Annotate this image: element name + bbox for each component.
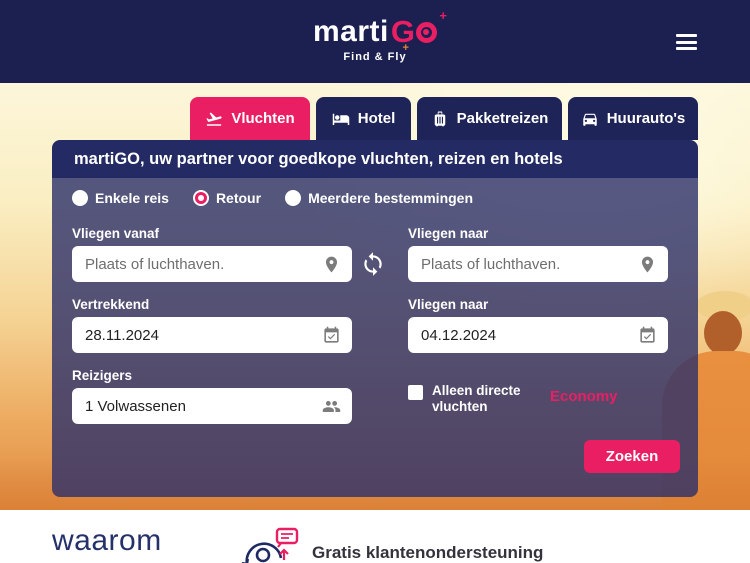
direct-flights-checkbox-row[interactable]: Alleen directe vluchten	[408, 383, 540, 415]
radio-enkele-reis[interactable]: Enkele reis	[72, 190, 169, 206]
swap-icon	[364, 251, 382, 276]
radio-icon	[192, 190, 209, 206]
below-section: waarom martigo? Gratis klantenondersteun…	[0, 510, 750, 563]
tab-pakketreizen[interactable]: Pakketreizen	[417, 97, 562, 140]
swap-airports-button[interactable]	[358, 250, 388, 280]
calendar-icon[interactable]	[322, 326, 341, 345]
depart-date-field[interactable]	[72, 317, 352, 353]
cabin-class-selector[interactable]: Economy	[550, 388, 618, 405]
trip-type-group: Enkele reis Retour Meerdere bestemmingen	[72, 190, 473, 206]
logo-plus-icon: +	[402, 42, 409, 54]
from-input[interactable]	[85, 255, 322, 273]
why-heading-brand: martigo?	[86, 557, 227, 563]
to-label: Vliegen naar	[408, 226, 489, 241]
tab-vluchten[interactable]: Vluchten	[190, 97, 310, 140]
return-date-input[interactable]	[421, 326, 638, 344]
tab-label: Huurauto's	[606, 110, 686, 127]
logo-g: G	[390, 14, 415, 49]
tab-label: Hotel	[357, 110, 396, 127]
tab-hotel[interactable]: Hotel	[316, 97, 411, 140]
product-tabs: Vluchten Hotel Pakketreizen Huurauto's	[190, 97, 698, 140]
flight-search-panel: martiGO, uw partner voor goedkope vlucht…	[52, 140, 698, 497]
customer-support-icon	[242, 527, 299, 563]
logo-marti: marti	[313, 15, 389, 48]
tab-huurautos[interactable]: Huurauto's	[568, 97, 698, 140]
people-icon	[322, 400, 341, 412]
radio-label: Enkele reis	[95, 190, 169, 206]
depart-date-label: Vertrekkend	[72, 297, 150, 312]
radio-label: Meerdere bestemmingen	[308, 190, 474, 206]
from-field[interactable]	[72, 246, 352, 282]
logo-o-dot	[423, 29, 430, 35]
brand-tagline: Find & Fly	[343, 51, 407, 63]
to-field[interactable]	[408, 246, 668, 282]
hamburger-menu-icon[interactable]	[676, 34, 697, 50]
hero-photo-person	[704, 311, 742, 355]
brand-logo[interactable]: marti G + + Find & Fly	[313, 8, 447, 63]
radio-icon	[285, 190, 302, 206]
to-input[interactable]	[421, 255, 638, 273]
radio-meerdere-bestemmingen[interactable]: Meerdere bestemmingen	[285, 190, 473, 206]
location-pin-icon	[325, 256, 338, 272]
travelers-label: Reizigers	[72, 368, 133, 383]
return-date-field[interactable]	[408, 317, 668, 353]
radio-icon	[72, 190, 88, 206]
bed-icon	[332, 113, 349, 125]
logo-o-icon	[415, 21, 437, 43]
tab-label: Pakketreizen	[456, 110, 549, 127]
suitcase-icon	[434, 111, 445, 126]
header: marti G + + Find & Fly	[0, 0, 750, 83]
calendar-icon[interactable]	[638, 326, 657, 345]
feature-text: Gratis klantenondersteuning	[312, 543, 544, 562]
return-date-label: Vliegen naar	[408, 297, 489, 312]
plane-takeoff-icon	[206, 112, 222, 126]
tab-label: Vluchten	[231, 110, 295, 127]
radio-label: Retour	[215, 190, 262, 206]
brand-logo-text: marti G + +	[313, 8, 447, 54]
location-pin-icon	[641, 256, 654, 272]
why-heading: waarom	[52, 524, 162, 557]
panel-title: martiGO, uw partner voor goedkope vlucht…	[52, 140, 698, 178]
checkbox-icon[interactable]	[408, 385, 423, 400]
from-label: Vliegen vanaf	[72, 226, 160, 241]
depart-date-input[interactable]	[85, 326, 322, 344]
logo-plus-icon: +	[439, 8, 447, 23]
search-button[interactable]: Zoeken	[584, 440, 680, 473]
travelers-input[interactable]	[85, 397, 322, 415]
direct-flights-label: Alleen directe vluchten	[432, 383, 521, 414]
travelers-field[interactable]	[72, 388, 352, 424]
panel-body: Enkele reis Retour Meerdere bestemmingen…	[52, 178, 698, 497]
radio-retour[interactable]: Retour	[192, 190, 262, 206]
car-icon	[582, 113, 597, 126]
